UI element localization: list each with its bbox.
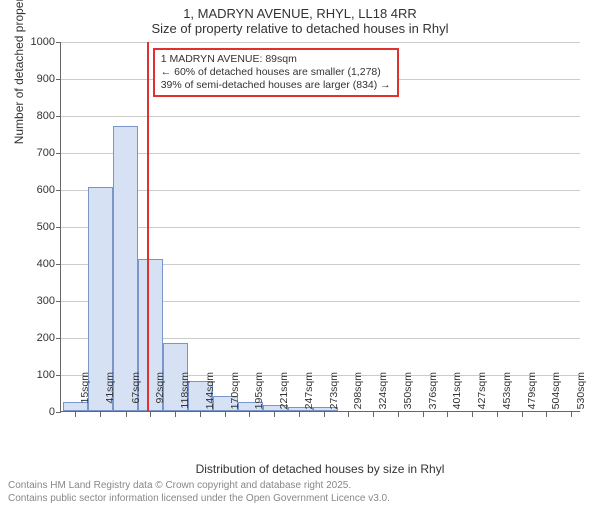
x-tick-label: 221sqm <box>278 372 290 417</box>
chart-title-main: 1, MADRYN AVENUE, RHYL, LL18 4RR <box>0 6 600 21</box>
x-tick-label: 376sqm <box>427 372 439 417</box>
plot-area: 010020030040050060070080090010001 MADRYN… <box>60 42 580 412</box>
footer-attribution: Contains HM Land Registry data © Crown c… <box>8 480 600 505</box>
x-tick-label: 118sqm <box>179 372 191 417</box>
gridline <box>61 153 580 154</box>
x-tick-mark <box>100 412 101 417</box>
y-tick-mark <box>56 190 61 191</box>
x-tick-label: 195sqm <box>253 372 265 417</box>
x-tick-mark <box>373 412 374 417</box>
x-tick-mark <box>200 412 201 417</box>
y-tick-label: 0 <box>15 406 55 418</box>
y-tick-mark <box>56 264 61 265</box>
chart-title-sub: Size of property relative to detached ho… <box>0 21 600 36</box>
x-tick-label: 298sqm <box>352 372 364 417</box>
x-tick-mark <box>175 412 176 417</box>
histogram-bar <box>113 126 138 411</box>
x-tick-label: 453sqm <box>501 372 513 417</box>
gridline <box>61 116 580 117</box>
chart-area: Number of detached properties 0100200300… <box>60 42 580 412</box>
x-tick-label: 324sqm <box>377 372 389 417</box>
x-tick-mark <box>546 412 547 417</box>
x-tick-mark <box>522 412 523 417</box>
gridline <box>61 227 580 228</box>
x-tick-mark <box>75 412 76 417</box>
y-tick-label: 200 <box>15 332 55 344</box>
x-tick-mark <box>324 412 325 417</box>
x-tick-mark <box>447 412 448 417</box>
y-tick-mark <box>56 79 61 80</box>
x-tick-label: 67sqm <box>130 372 142 417</box>
x-tick-label: 41sqm <box>104 372 116 417</box>
y-tick-label: 300 <box>15 295 55 307</box>
y-tick-mark <box>56 338 61 339</box>
x-tick-label: 15sqm <box>79 372 91 417</box>
y-tick-label: 700 <box>15 147 55 159</box>
x-tick-mark <box>274 412 275 417</box>
x-tick-mark <box>571 412 572 417</box>
y-tick-label: 400 <box>15 258 55 270</box>
x-tick-label: 530sqm <box>575 372 587 417</box>
marker-line <box>147 42 149 411</box>
y-tick-mark <box>56 375 61 376</box>
annotation-line: 1 MADRYN AVENUE: 89sqm <box>161 53 391 66</box>
y-tick-mark <box>56 227 61 228</box>
y-tick-mark <box>56 42 61 43</box>
x-tick-mark <box>299 412 300 417</box>
y-tick-label: 1000 <box>15 36 55 48</box>
gridline <box>61 42 580 43</box>
y-tick-mark <box>56 301 61 302</box>
x-tick-label: 350sqm <box>402 372 414 417</box>
x-tick-label: 427sqm <box>476 372 488 417</box>
x-tick-label: 247sqm <box>303 372 315 417</box>
x-axis-label: Distribution of detached houses by size … <box>60 462 580 476</box>
y-tick-label: 100 <box>15 369 55 381</box>
y-tick-label: 600 <box>15 184 55 196</box>
x-tick-mark <box>472 412 473 417</box>
y-tick-mark <box>56 153 61 154</box>
annotation-line: ← 60% of detached houses are smaller (1,… <box>161 66 391 79</box>
x-tick-mark <box>398 412 399 417</box>
x-tick-label: 479sqm <box>526 372 538 417</box>
annotation-box: 1 MADRYN AVENUE: 89sqm← 60% of detached … <box>153 48 399 97</box>
x-tick-mark <box>249 412 250 417</box>
x-tick-mark <box>423 412 424 417</box>
y-tick-mark <box>56 116 61 117</box>
footer-line-1: Contains HM Land Registry data © Crown c… <box>8 480 600 493</box>
x-tick-mark <box>497 412 498 417</box>
x-tick-mark <box>225 412 226 417</box>
annotation-line: 39% of semi-detached houses are larger (… <box>161 79 391 92</box>
x-tick-label: 92sqm <box>154 372 166 417</box>
x-tick-label: 170sqm <box>229 372 241 417</box>
footer-line-2: Contains public sector information licen… <box>8 493 600 505</box>
y-tick-label: 500 <box>15 221 55 233</box>
x-tick-label: 273sqm <box>328 372 340 417</box>
gridline <box>61 190 580 191</box>
x-tick-label: 401sqm <box>451 372 463 417</box>
x-tick-label: 504sqm <box>550 372 562 417</box>
x-tick-label: 144sqm <box>204 372 216 417</box>
y-tick-label: 800 <box>15 110 55 122</box>
x-tick-mark <box>150 412 151 417</box>
x-tick-mark <box>126 412 127 417</box>
y-tick-label: 900 <box>15 73 55 85</box>
chart-title-block: 1, MADRYN AVENUE, RHYL, LL18 4RR Size of… <box>0 0 600 36</box>
y-tick-mark <box>56 412 61 413</box>
x-tick-mark <box>348 412 349 417</box>
